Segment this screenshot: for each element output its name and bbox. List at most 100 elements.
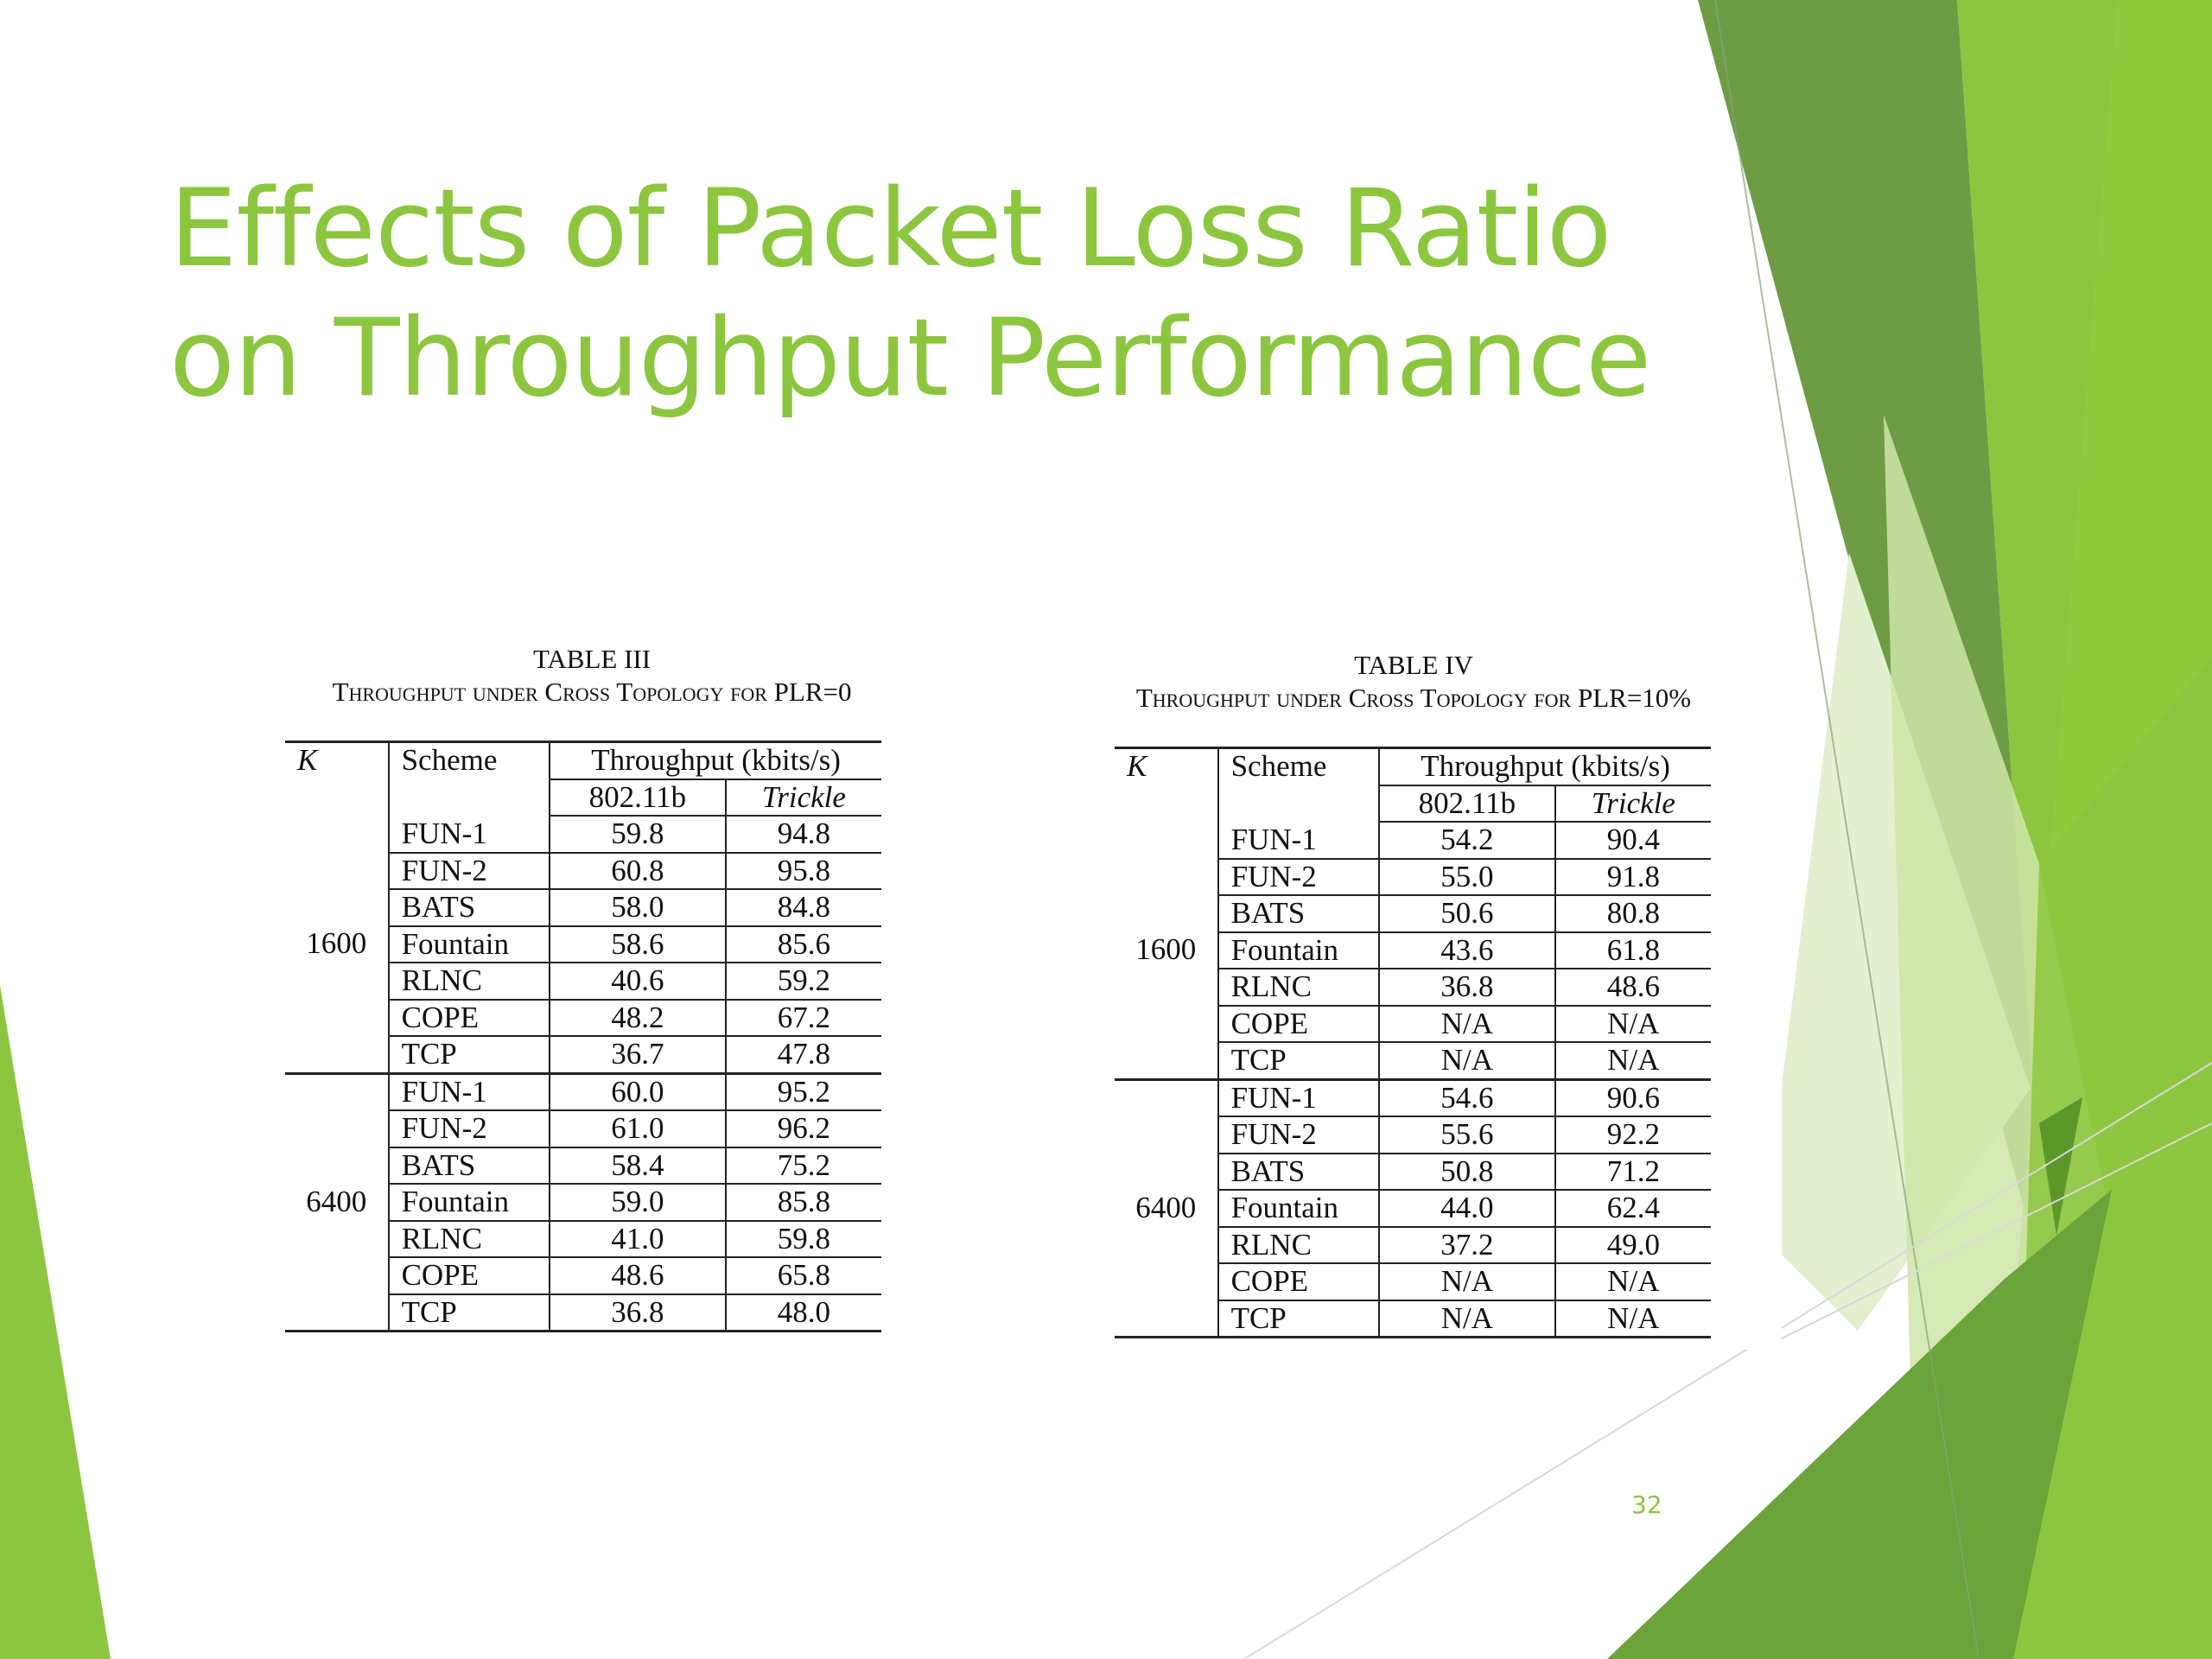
- page-number: 32: [1631, 1491, 1662, 1519]
- throughput-trickle-cell: 80.8: [1554, 895, 1711, 933]
- scheme-cell: RLNC: [388, 963, 551, 1001]
- table-row: TCP N/A N/A: [1115, 1300, 1711, 1338]
- throughput-trickle-cell: 75.2: [725, 1147, 881, 1185]
- thin-line-1: [1714, 0, 1980, 1659]
- throughput-trickle-cell: 67.2: [725, 999, 881, 1037]
- throughput-80211b-cell: 58.4: [550, 1147, 727, 1185]
- scheme-cell: FUN-1: [1217, 1079, 1381, 1117]
- throughput-trickle-cell: 47.8: [725, 1036, 881, 1075]
- throughput-80211b-cell: 50.8: [1379, 1153, 1556, 1191]
- throughput-trickle-cell: 96.2: [725, 1110, 881, 1148]
- throughput-trickle-cell: 90.4: [1554, 822, 1711, 860]
- scheme-cell: COPE: [1217, 1263, 1381, 1301]
- throughput-trickle-cell: 62.4: [1554, 1190, 1711, 1228]
- scheme-cell: TCP: [1217, 1300, 1381, 1338]
- k-value-cell: 6400: [285, 1073, 390, 1332]
- throughput-80211b-cell: 60.0: [550, 1073, 727, 1111]
- table-row: BATS 58.4 75.2: [285, 1147, 881, 1185]
- table-4-number: TABLE IV: [1354, 650, 1473, 680]
- table-3: K Scheme Throughput (kbits/s) 802.11b Tr…: [285, 741, 881, 1332]
- scheme-cell: RLNC: [388, 1220, 551, 1258]
- throughput-trickle-cell: 48.0: [725, 1294, 881, 1332]
- throughput-80211b-cell: 50.6: [1379, 895, 1556, 933]
- throughput-trickle-cell: 48.6: [1554, 969, 1711, 1007]
- table-row: 6400 FUN-1 54.6 90.6: [1115, 1079, 1711, 1338]
- scheme-cell: COPE: [388, 999, 551, 1037]
- throughput-80211b-cell: 40.6: [550, 963, 727, 1001]
- col-throughput-header: Throughput (kbits/s): [550, 741, 881, 780]
- table-row: TCP N/A N/A: [1115, 1042, 1711, 1081]
- col-k-header: K: [285, 741, 390, 816]
- table-row: Fountain 58.6 85.6: [285, 925, 881, 963]
- col-k-header: K: [1115, 747, 1219, 822]
- throughput-80211b-cell: 60.8: [550, 852, 727, 890]
- throughput-trickle-cell: 49.0: [1554, 1226, 1711, 1264]
- throughput-trickle-cell: 61.8: [1554, 931, 1711, 969]
- throughput-trickle-cell: 90.6: [1554, 1079, 1711, 1117]
- table-row: FUN-2 55.0 91.8: [1115, 858, 1711, 896]
- throughput-80211b-cell: 54.6: [1379, 1079, 1556, 1117]
- scheme-cell: FUN-2: [388, 1110, 551, 1148]
- scheme-cell: FUN-1: [388, 1073, 551, 1111]
- table-row: COPE 48.6 65.8: [285, 1257, 881, 1295]
- scheme-cell: RLNC: [1217, 1226, 1381, 1264]
- throughput-trickle-cell: N/A: [1554, 1005, 1711, 1043]
- throughput-80211b-cell: 59.0: [550, 1184, 727, 1222]
- table-3-panel: TABLE III Throughput under Cross Topolog…: [233, 635, 950, 1352]
- table-row: BATS 50.8 71.2: [1115, 1153, 1711, 1191]
- facet-bottom-green: [2013, 1054, 2212, 1659]
- thin-line-2: [1243, 1062, 2212, 1659]
- scheme-cell: RLNC: [1217, 969, 1381, 1007]
- col-scheme-header: Scheme: [388, 741, 551, 816]
- throughput-trickle-cell: 95.2: [725, 1073, 881, 1111]
- table-4-panel: TABLE IV Throughput under Cross Topology…: [1046, 641, 1782, 1350]
- table-3-caption: Throughput under Cross Topology for PLR=…: [332, 677, 852, 707]
- table-3-body: 1600 FUN-1 59.8 94.8 FUN-2 60.8 95.8 BATS 58.0 84…: [285, 816, 881, 1332]
- table-row: RLNC 40.6 59.2: [285, 963, 881, 1001]
- table-row: BATS 50.6 80.8: [1115, 895, 1711, 933]
- scheme-cell: COPE: [1217, 1005, 1381, 1043]
- table-4-body: 1600 FUN-1 54.2 90.4 FUN-2 55.0 91.8 BATS 50.6 80…: [1115, 822, 1711, 1338]
- scheme-cell: BATS: [1217, 1153, 1381, 1191]
- table-4-caption: Throughput under Cross Topology for PLR=…: [1135, 683, 1692, 713]
- slide-title-line-1: Effects of Packet Loss Ratio: [169, 167, 1612, 291]
- throughput-trickle-cell: 65.8: [725, 1257, 881, 1295]
- table-row: COPE 48.2 67.2: [285, 999, 881, 1037]
- throughput-80211b-cell: 58.0: [550, 889, 727, 927]
- throughput-80211b-cell: 48.2: [550, 999, 727, 1037]
- throughput-trickle-cell: 71.2: [1554, 1153, 1711, 1191]
- scheme-cell: TCP: [388, 1294, 551, 1332]
- slide-title: Effects of Packet Loss Ratio on Throughp…: [169, 164, 1690, 423]
- throughput-trickle-cell: 95.8: [725, 852, 881, 890]
- throughput-trickle-cell: 94.8: [725, 816, 881, 854]
- throughput-80211b-cell: N/A: [1379, 1042, 1556, 1081]
- k-value-cell: 1600: [285, 816, 390, 1075]
- table-row: RLNC 37.2 49.0: [1115, 1226, 1711, 1264]
- throughput-80211b-cell: 48.6: [550, 1257, 727, 1295]
- col-trickle-header: Trickle: [725, 779, 881, 817]
- col-throughput-header: Throughput (kbits/s): [1379, 747, 1711, 786]
- scheme-cell: BATS: [388, 1147, 551, 1185]
- throughput-trickle-cell: N/A: [1554, 1042, 1711, 1081]
- scheme-cell: Fountain: [388, 1184, 551, 1222]
- throughput-trickle-cell: N/A: [1554, 1263, 1711, 1301]
- scheme-cell: TCP: [388, 1036, 551, 1075]
- facet-dark-accent: [2039, 1097, 2082, 1236]
- scheme-cell: FUN-1: [388, 816, 551, 854]
- table-3-number: TABLE III: [532, 644, 652, 674]
- throughput-80211b-cell: 55.0: [1379, 858, 1556, 896]
- table-row: 6400 FUN-1 60.0 95.2: [285, 1073, 881, 1332]
- col-80211b-header: 802.11b: [550, 779, 727, 817]
- scheme-cell: COPE: [388, 1257, 551, 1295]
- throughput-trickle-cell: 85.8: [725, 1184, 881, 1222]
- scheme-cell: Fountain: [388, 925, 551, 963]
- throughput-80211b-cell: 44.0: [1379, 1190, 1556, 1228]
- throughput-80211b-cell: 59.8: [550, 816, 727, 854]
- throughput-80211b-cell: 61.0: [550, 1110, 727, 1148]
- table-row: RLNC 36.8 48.6: [1115, 969, 1711, 1007]
- throughput-80211b-cell: 36.7: [550, 1036, 727, 1075]
- throughput-trickle-cell: 84.8: [725, 889, 881, 927]
- throughput-trickle-cell: 92.2: [1554, 1116, 1711, 1154]
- throughput-80211b-cell: 36.8: [1379, 969, 1556, 1007]
